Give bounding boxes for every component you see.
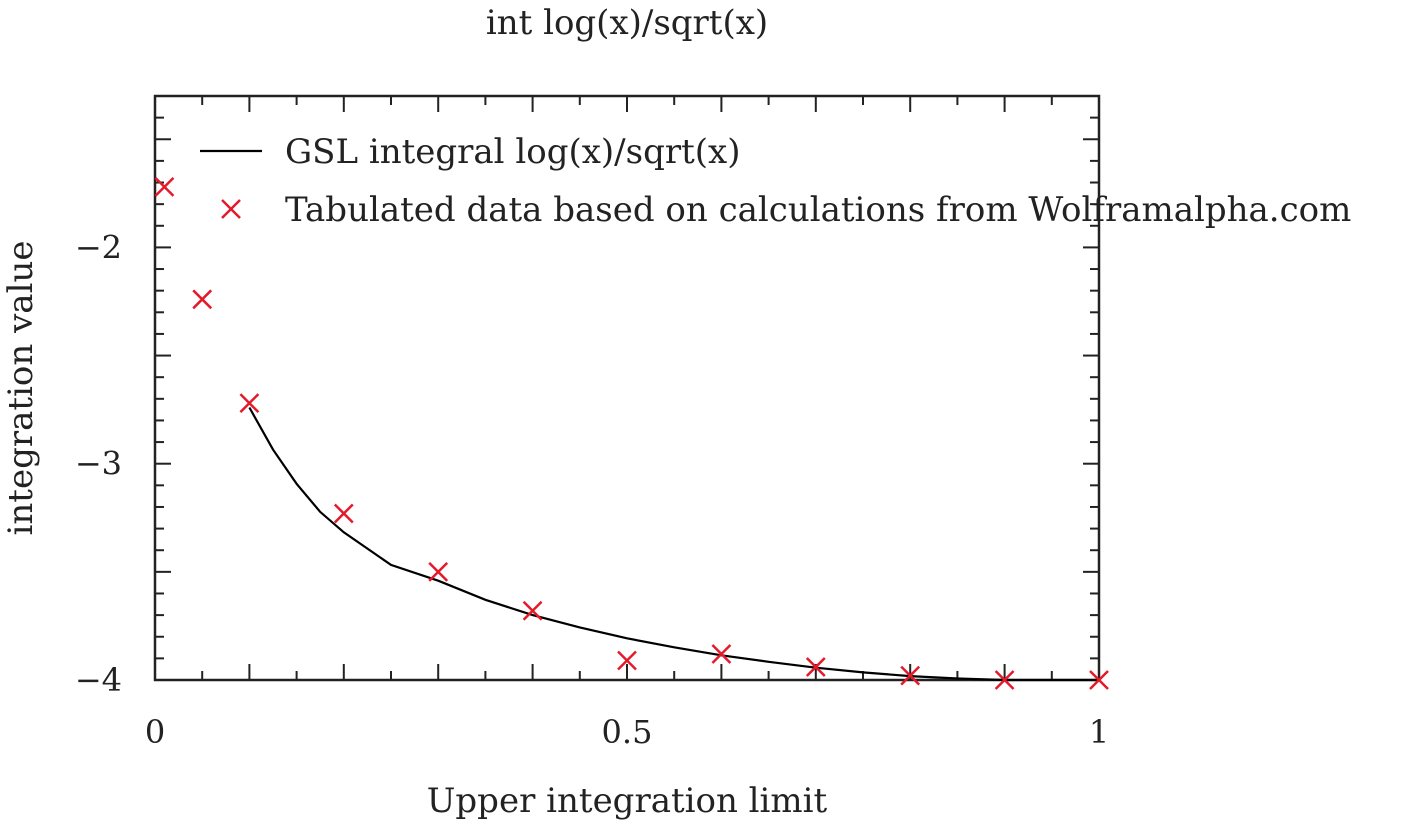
legend-marker-swatch [221,199,241,219]
data-point-marker [805,657,826,677]
x-tick-label: 0.5 [602,713,653,751]
data-point-marker [617,650,637,671]
marker-stroke [711,644,732,664]
data-point-marker [154,176,175,197]
marker-stroke [192,289,213,310]
data-point-marker [1089,670,1109,690]
x-axis-label: Upper integration limit [427,781,828,821]
marker-stroke [333,503,354,524]
axis-ticks [154,95,1100,681]
series-layer [154,176,1109,690]
legend-entry-label: GSL integral log(x)/sqrt(x) [285,132,740,172]
legend: GSL integral log(x)/sqrt(x) Tabulated dat… [200,132,1351,230]
y-tick-label: −4 [75,661,122,699]
y-tick-label: −2 [75,228,122,266]
data-point-marker [711,644,732,664]
tick-labels: 0 0.5 1 −2 −3 −4 [75,228,1109,751]
marker-stroke [239,393,260,414]
data-point-marker [192,289,213,310]
series-line [248,406,1099,682]
chart-title: int log(x)/sqrt(x) [486,3,768,43]
marker-stroke [522,600,543,621]
marker-stroke [154,176,175,197]
marker-stroke [221,199,241,219]
data-point-marker [900,665,921,686]
data-point-marker [522,600,543,621]
x-tick-label: 0 [145,713,165,751]
data-point-marker [239,393,260,414]
y-axis-label: integration value [1,241,41,536]
marker-stroke [617,650,637,671]
legend-entry-label: Tabulated data based on calculations fro… [285,190,1351,230]
x-tick-label: 1 [1089,713,1109,751]
y-tick-label: −3 [75,445,122,483]
marker-stroke [1089,670,1109,690]
data-point-marker [428,561,449,582]
data-point-marker [333,503,354,524]
marker-stroke [900,665,921,686]
marker-stroke [805,657,826,677]
data-point-marker [994,670,1015,690]
plot-frame [153,94,1101,682]
marker-stroke [994,670,1015,690]
marker-stroke [428,561,449,582]
